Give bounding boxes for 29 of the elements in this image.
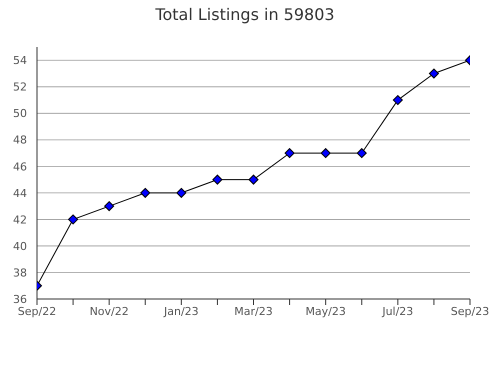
point bbox=[248, 174, 258, 185]
point bbox=[176, 188, 186, 198]
point bbox=[392, 95, 403, 106]
point bbox=[428, 68, 439, 79]
y-tick-label: 36 bbox=[13, 292, 27, 306]
y-tick-label: 46 bbox=[13, 160, 27, 174]
y-tick-label: 52 bbox=[13, 80, 27, 94]
point bbox=[140, 188, 150, 198]
x-tick-label: May/23 bbox=[305, 304, 346, 318]
x-tick-label: Jul/23 bbox=[381, 304, 414, 318]
y-tick-label: 42 bbox=[13, 213, 27, 226]
chart-title: Total Listings in 59803 bbox=[154, 5, 336, 24]
y-tick-label: 40 bbox=[13, 240, 27, 253]
y-tick-label: 44 bbox=[13, 186, 27, 200]
y-tick-label: 38 bbox=[13, 266, 27, 280]
x-tick-label: Nov/22 bbox=[90, 304, 129, 318]
x-tick-label: Sep/23 bbox=[450, 304, 490, 318]
y-tick-label: 54 bbox=[13, 54, 27, 68]
x-tick-label: Sep/22 bbox=[18, 304, 56, 318]
x-tick-label: Mar/23 bbox=[234, 304, 273, 318]
x-tick-label: Jan/23 bbox=[162, 304, 199, 318]
point bbox=[68, 214, 78, 224]
point bbox=[284, 148, 295, 158]
point bbox=[104, 201, 114, 212]
y-tick-label: 50 bbox=[13, 107, 27, 120]
point bbox=[212, 174, 222, 185]
point bbox=[320, 148, 331, 158]
point bbox=[356, 148, 367, 158]
y-tick-label: 48 bbox=[13, 134, 27, 147]
